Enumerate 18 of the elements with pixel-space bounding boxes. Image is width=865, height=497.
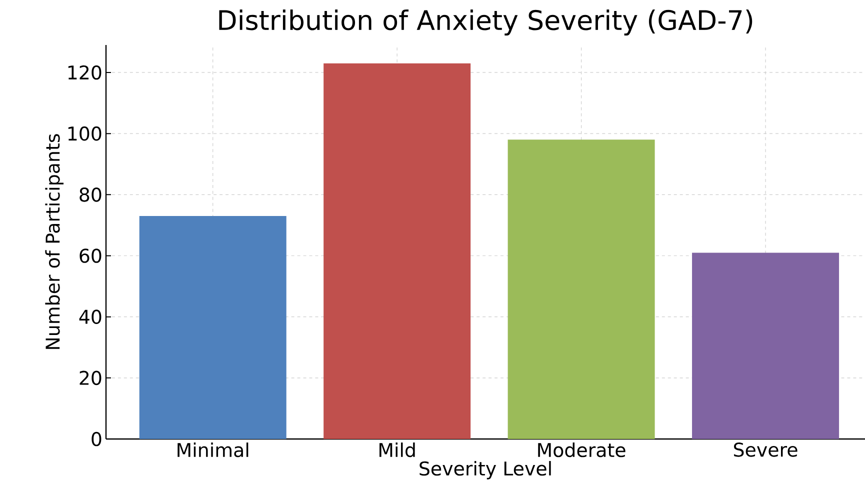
y-tick-label: 120 [68, 65, 102, 80]
x-axis-title: Severity Level [420, 461, 551, 480]
y-axis-title: Number of Participants [45, 134, 64, 349]
y-tick-label: 20 [80, 370, 102, 386]
y-tick-label: 60 [80, 248, 102, 263]
y-tick-label: 100 [68, 126, 102, 141]
y-tick-label: 80 [80, 188, 102, 202]
x-tick-label: Minimal [178, 442, 248, 458]
chart-title: Distribution of Anxiety Severity (GAD-7) [219, 9, 752, 36]
y-tick-label: 40 [79, 310, 102, 324]
x-tick-label: Moderate [538, 442, 626, 458]
x-tick-label: Mild [380, 442, 415, 458]
bar [508, 140, 655, 439]
x-tick-label: Severe [734, 442, 798, 457]
bar [139, 216, 286, 439]
y-tick-label: 0 [92, 432, 102, 446]
bar [324, 63, 471, 439]
bar [692, 252, 840, 439]
